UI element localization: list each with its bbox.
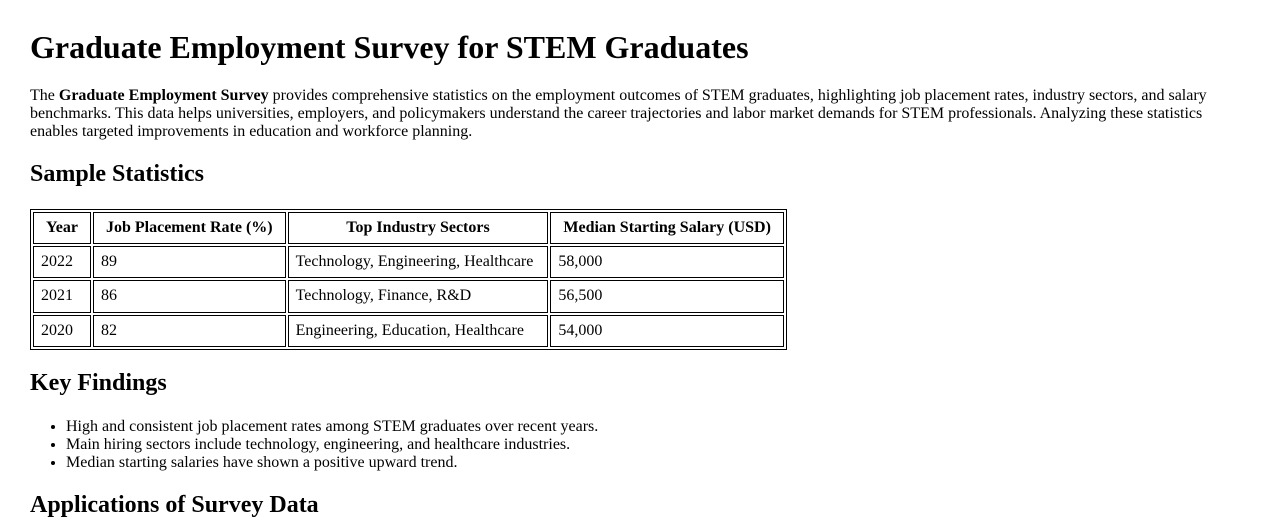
intro-text-before: The <box>30 86 59 104</box>
table-cell-industry-sectors: Engineering, Education, Healthcare <box>287 314 549 348</box>
table-cell-year: 2020 <box>33 314 91 348</box>
table-head: Year Job Placement Rate (%) Top Industry… <box>33 211 784 245</box>
list-item: Median starting salaries have shown a po… <box>66 454 1248 472</box>
intro-paragraph: The Graduate Employment Survey provides … <box>30 87 1248 141</box>
table-row: 2022 89 Technology, Engineering, Healthc… <box>33 246 784 279</box>
column-header-placement-rate: Job Placement Rate (%) <box>92 211 286 245</box>
column-header-industry-sectors: Top Industry Sectors <box>287 211 549 245</box>
statistics-table: Year Job Placement Rate (%) Top Industry… <box>30 208 787 351</box>
table-cell-placement-rate: 89 <box>92 246 286 279</box>
table-header-row: Year Job Placement Rate (%) Top Industry… <box>33 211 784 245</box>
list-item: High and consistent job placement rates … <box>66 418 1248 436</box>
key-findings-list: High and consistent job placement rates … <box>30 418 1248 472</box>
table-cell-placement-rate: 86 <box>92 280 286 313</box>
intro-text-after: provides comprehensive statistics on the… <box>30 86 1207 140</box>
table-body: 2022 89 Technology, Engineering, Healthc… <box>33 246 784 348</box>
table-cell-placement-rate: 82 <box>92 314 286 348</box>
table-cell-median-salary: 58,000 <box>550 246 784 279</box>
table-cell-year: 2021 <box>33 280 91 313</box>
table-cell-year: 2022 <box>33 246 91 279</box>
list-item: Main hiring sectors include technology, … <box>66 436 1248 454</box>
column-header-year: Year <box>33 211 91 245</box>
intro-bold-lead: Graduate Employment Survey <box>58 86 269 104</box>
table-cell-median-salary: 56,500 <box>550 280 784 313</box>
table-row: 2021 86 Technology, Finance, R&D 56,500 <box>33 280 784 313</box>
table-cell-industry-sectors: Technology, Engineering, Healthcare <box>287 246 549 279</box>
section-heading-key-findings: Key Findings <box>30 370 167 397</box>
table-cell-median-salary: 54,000 <box>550 314 784 348</box>
column-header-median-salary: Median Starting Salary (USD) <box>550 211 784 245</box>
table-row: 2020 82 Engineering, Education, Healthca… <box>33 314 784 348</box>
section-heading-applications: Applications of Survey Data <box>30 492 319 519</box>
table-cell-industry-sectors: Technology, Finance, R&D <box>287 280 549 313</box>
page-title: Graduate Employment Survey for STEM Grad… <box>30 29 749 65</box>
section-heading-sample-statistics: Sample Statistics <box>30 161 204 188</box>
